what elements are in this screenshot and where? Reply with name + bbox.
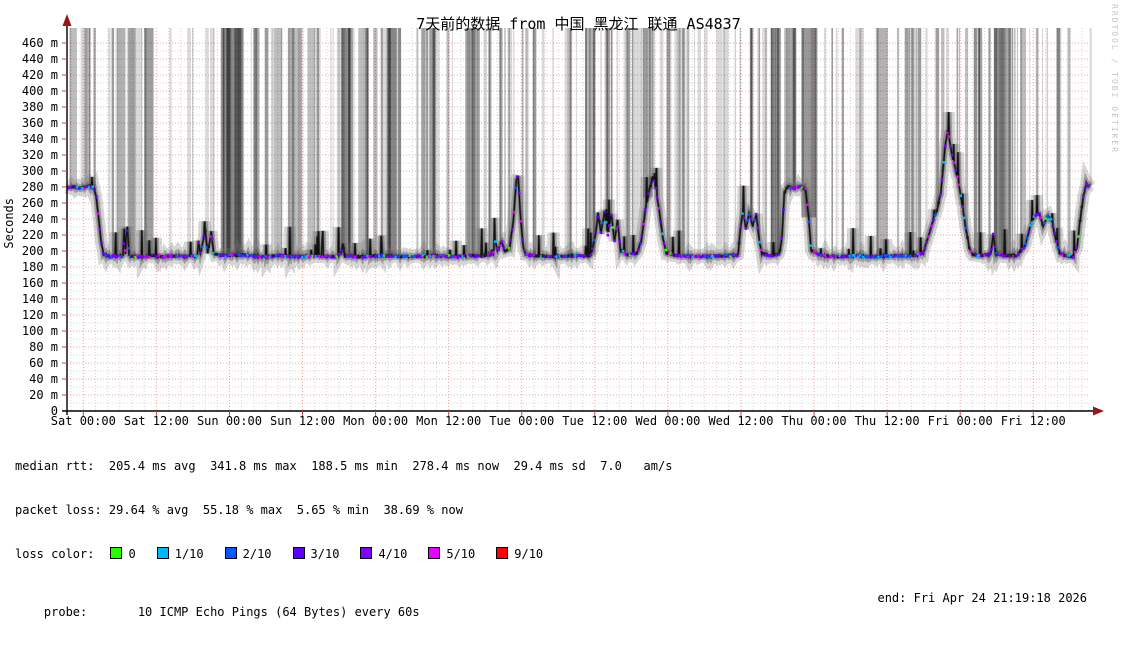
loss-bands-layer xyxy=(69,28,1092,257)
y-axis-tick-label: 60 m xyxy=(29,355,58,370)
legend-item-label: 3/10 xyxy=(310,546,340,561)
y-axis-tick-label: 160 m xyxy=(21,275,58,290)
y-axis-tick-label: 420 m xyxy=(21,67,58,82)
legend-item: 1/10 xyxy=(156,546,204,562)
legend-item-label: 4/10 xyxy=(378,546,408,561)
legend-item-label: 9/10 xyxy=(514,546,544,561)
y-axis-tick-label: 0 xyxy=(50,403,58,418)
x-axis-tick-label: Wed 12:00 xyxy=(708,414,774,428)
legend-item-label: 2/10 xyxy=(242,546,272,561)
y-axis-tick-label: 200 m xyxy=(21,243,58,258)
loss-color-swatch xyxy=(428,546,441,559)
legend-label: loss color: xyxy=(15,546,95,561)
y-axis-tick-label: 120 m xyxy=(21,307,58,322)
y-axis-tick-label: 260 m xyxy=(21,195,58,210)
median-rtt-stats: median rtt: 205.4 ms avg 341.8 ms max 18… xyxy=(15,459,673,474)
packet-loss-stats: packet loss: 29.64 % avg 55.18 % max 5.6… xyxy=(15,502,463,517)
y-axis-tick-label: 80 m xyxy=(29,339,58,354)
x-axis-tick-label: Sun 00:00 xyxy=(196,414,262,428)
y-axis-tick-label: 340 m xyxy=(21,131,58,146)
y-axis-tick-label: 140 m xyxy=(21,291,58,306)
y-axis-tick-label: 380 m xyxy=(21,99,58,114)
stats-block: median rtt: 205.4 ms avg 341.8 ms max 18… xyxy=(15,430,1115,620)
x-axis-tick-label: Fri 12:00 xyxy=(1000,414,1066,428)
x-axis-tick-label: Sat 12:00 xyxy=(123,414,189,428)
y-axis-tick-label: 320 m xyxy=(21,147,58,162)
y-axis-tick-label: 300 m xyxy=(21,163,58,178)
legend-item-label: 0 xyxy=(128,546,136,561)
y-axis-tick-label: 220 m xyxy=(21,227,58,242)
x-axis-tick-label: Sat 00:00 xyxy=(50,414,116,428)
x-axis-tick-label: Fri 00:00 xyxy=(927,414,993,428)
probe-stats: probe: 10 ICMP Echo Pings (64 Bytes) eve… xyxy=(43,605,420,620)
legend-item: 0 xyxy=(110,546,136,562)
legend-item: 4/10 xyxy=(360,546,408,562)
legend-item: 2/10 xyxy=(224,546,272,562)
loss-color-swatch xyxy=(224,546,237,559)
loss-color-swatch xyxy=(496,546,509,559)
legend-item: 5/10 xyxy=(428,546,476,562)
rrdtool-watermark: RRDTOOL / TOBI OETIKER xyxy=(1110,4,1119,154)
loss-color-swatch xyxy=(360,546,373,559)
loss-color-legend: loss color: 0 1/10 2/10 3/10 4/10 5/10 9/10 xyxy=(15,546,1115,562)
legend-item-label: 5/10 xyxy=(446,546,476,561)
x-axis-tick-label: Tue 12:00 xyxy=(562,414,628,428)
y-axis-tick-label: 280 m xyxy=(21,179,58,194)
y-axis-tick-label: 460 m xyxy=(21,35,58,50)
legend-item: 3/10 xyxy=(292,546,340,562)
y-axis-tick-label: 40 m xyxy=(29,371,58,386)
x-axis-tick-label: Mon 00:00 xyxy=(343,414,409,428)
y-axis-tick-label: 400 m xyxy=(21,83,58,98)
y-axis-tick-label: 240 m xyxy=(21,211,58,226)
x-axis-tick-label: Tue 00:00 xyxy=(489,414,555,428)
x-axis-tick-label: Thu 00:00 xyxy=(781,414,847,428)
x-axis-tick-label: Wed 00:00 xyxy=(635,414,701,428)
chart-title: 7天前的数据 from 中国 黑龙江 联通 AS4837 xyxy=(416,15,741,33)
loss-color-swatch xyxy=(292,546,305,559)
x-axis-tick-label: Mon 12:00 xyxy=(416,414,482,428)
axes-layer xyxy=(62,14,1104,416)
loss-color-swatch xyxy=(156,546,169,559)
x-axis-tick-label: Sun 12:00 xyxy=(270,414,336,428)
grid-layer xyxy=(67,28,1090,411)
legend-item-label: 1/10 xyxy=(174,546,204,561)
end-timestamp: end: Fri Apr 24 21:19:18 2026 xyxy=(877,590,1087,605)
y-axis-tick-label: 440 m xyxy=(21,51,58,66)
y-axis-tick-label: 20 m xyxy=(29,387,58,402)
y-axis-tick-label: 360 m xyxy=(21,115,58,130)
x-axis-tick-label: Thu 12:00 xyxy=(854,414,920,428)
chart-canvas xyxy=(62,14,1104,416)
y-axis-tick-label: 100 m xyxy=(21,323,58,338)
loss-dots-layer xyxy=(66,131,1090,259)
legend-item: 9/10 xyxy=(496,546,544,562)
y-axis-tick-label: 180 m xyxy=(21,259,58,274)
loss-color-swatch xyxy=(110,546,123,559)
